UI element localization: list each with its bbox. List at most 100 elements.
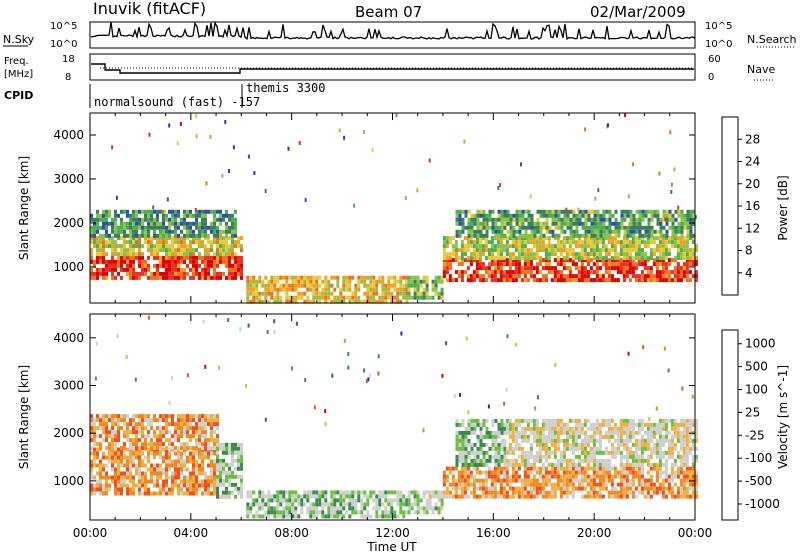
heatmap-cell xyxy=(442,474,446,479)
heatmap-cell xyxy=(622,494,626,499)
heatmap-cell xyxy=(664,236,668,241)
heatmap-cell xyxy=(514,490,518,495)
heatmap-cell xyxy=(381,283,385,288)
heatmap-cell xyxy=(180,426,183,431)
heatmap-cell xyxy=(584,217,588,222)
heatmap-cell xyxy=(658,274,662,279)
heatmap-cell xyxy=(228,442,231,447)
heatmap-cell xyxy=(222,490,225,495)
heatmap-cell xyxy=(177,463,180,468)
heatmap-cell xyxy=(517,262,521,267)
heatmap-cell xyxy=(497,213,501,218)
heatmap-cell xyxy=(506,334,509,339)
heatmap-cell xyxy=(541,478,545,483)
heatmap-cell xyxy=(628,426,632,431)
heatmap-cell xyxy=(538,262,542,267)
heatmap-cell xyxy=(138,225,141,230)
heatmap-cell xyxy=(478,252,482,257)
heatmap-cell xyxy=(312,514,316,519)
heatmap-cell xyxy=(90,487,93,492)
heatmap-cell xyxy=(610,490,614,495)
heatmap-cell xyxy=(258,506,262,511)
heatmap-cell xyxy=(493,486,497,491)
heatmap-cell xyxy=(152,205,155,210)
heatmap-cell xyxy=(201,483,204,488)
heatmap-cell xyxy=(527,225,531,230)
heatmap-cell xyxy=(577,270,581,275)
heatmap-cell xyxy=(126,426,129,431)
heatmap-cell xyxy=(216,466,219,471)
heatmap-cell xyxy=(464,458,468,463)
heatmap-cell xyxy=(647,221,651,226)
heatmap-cell xyxy=(523,256,527,261)
heatmap-cell xyxy=(117,233,120,238)
heatmap-cell xyxy=(532,462,536,467)
heatmap-cell xyxy=(688,446,692,451)
heatmap-cell xyxy=(381,275,385,280)
heatmap-cell xyxy=(240,466,243,471)
heatmap-cell xyxy=(520,236,524,241)
heatmap-cell xyxy=(649,266,653,271)
heatmap-cell xyxy=(114,252,117,257)
heatmap-cell xyxy=(478,482,482,487)
heatmap-cell xyxy=(661,454,665,459)
heatmap-cell xyxy=(126,252,129,257)
heatmap-cell xyxy=(150,418,153,423)
heatmap-cell xyxy=(581,225,585,230)
heatmap-cell xyxy=(327,510,331,515)
heatmap-cell xyxy=(126,233,129,238)
heatmap-cell xyxy=(629,217,633,222)
heatmap-cell xyxy=(165,275,168,280)
heatmap-cell xyxy=(201,244,204,249)
heatmap-cell xyxy=(135,442,138,447)
heatmap-cell xyxy=(622,244,626,249)
heatmap-cell xyxy=(619,470,623,475)
heatmap-cell xyxy=(372,506,376,511)
heatmap-cell xyxy=(165,255,168,260)
heatmap-cell xyxy=(105,455,108,460)
heatmap-cell xyxy=(105,217,108,222)
heatmap-cell xyxy=(90,229,93,234)
heatmap-cell xyxy=(174,236,177,241)
heatmap-cell xyxy=(120,275,123,280)
heatmap-cell xyxy=(372,283,376,288)
heatmap-cell xyxy=(466,236,470,241)
heatmap-cell xyxy=(387,291,391,296)
heatmap-cell xyxy=(649,474,653,479)
heatmap-cell xyxy=(550,486,554,491)
heatmap-cell xyxy=(96,471,99,476)
heatmap-cell xyxy=(192,213,195,218)
y-tick-label: 2000 xyxy=(53,216,84,230)
heatmap-cell xyxy=(186,233,189,238)
heatmap-cell xyxy=(685,466,689,471)
heatmap-cell xyxy=(464,209,468,214)
heatmap-cell xyxy=(150,442,153,447)
heatmap-cell xyxy=(159,487,162,492)
heatmap-cell xyxy=(692,217,696,222)
heatmap-cell xyxy=(111,236,114,241)
heatmap-cell xyxy=(174,422,177,427)
heatmap-cell xyxy=(565,442,569,447)
heatmap-cell xyxy=(545,225,549,230)
heatmap-cell xyxy=(460,262,464,267)
nave-tick-top: 60 xyxy=(708,54,721,65)
heatmap-cell xyxy=(664,270,668,275)
heatmap-cell xyxy=(572,229,576,234)
heatmap-cell xyxy=(129,248,132,253)
heatmap-cell xyxy=(574,478,578,483)
heatmap-cell xyxy=(604,482,608,487)
heatmap-cell xyxy=(547,266,551,271)
heatmap-cell xyxy=(643,256,647,261)
heatmap-cell xyxy=(428,490,432,495)
heatmap-cell xyxy=(171,463,174,468)
heatmap-cell xyxy=(159,471,162,476)
heatmap-cell xyxy=(505,258,509,263)
heatmap-cell xyxy=(96,271,99,276)
heatmap-cell xyxy=(457,494,461,499)
heatmap-cell xyxy=(204,263,207,268)
heatmap-cell xyxy=(617,233,621,238)
heatmap-cell xyxy=(589,258,593,263)
heatmap-cell xyxy=(177,418,180,423)
heatmap-cell xyxy=(363,299,367,304)
heatmap-cell xyxy=(285,299,289,304)
